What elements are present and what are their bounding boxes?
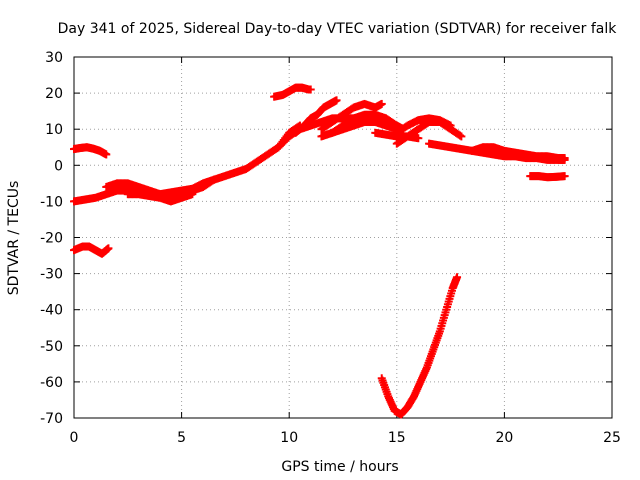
- chart-title: Day 341 of 2025, Sidereal Day-to-day VTE…: [58, 21, 618, 37]
- y-tick-label: 0: [54, 158, 63, 174]
- data-points: [70, 83, 569, 419]
- data-point-marker: [453, 273, 462, 282]
- x-tick-label: 5: [177, 430, 186, 446]
- x-axis-label: GPS time / hours: [281, 459, 398, 475]
- y-tick-label: -50: [40, 339, 63, 355]
- x-tick-labels: 0 5 10 15 20 25: [70, 430, 621, 446]
- data-point-marker: [188, 190, 197, 199]
- y-tick-label: 10: [45, 122, 63, 138]
- y-tick-label: 30: [45, 50, 63, 66]
- y-tick-label: -20: [40, 231, 63, 247]
- data-point-marker: [102, 150, 111, 159]
- y-tick-label: -60: [40, 375, 63, 391]
- data-point-marker: [560, 155, 569, 164]
- tick-marks: [73, 56, 613, 419]
- y-tick-labels: 30 20 10 0 -10 -20 -30 -40 -50 -60 -70: [40, 50, 63, 427]
- y-tick-label: 20: [45, 86, 63, 102]
- x-tick-label: 0: [70, 430, 79, 446]
- y-tick-label: -70: [40, 411, 63, 427]
- data-point-marker: [306, 85, 315, 94]
- y-axis-label: SDTVAR / TECUs: [6, 181, 22, 296]
- data-point-marker: [414, 134, 423, 143]
- data-point-marker: [209, 175, 218, 184]
- data-point-marker: [457, 132, 466, 141]
- x-tick-label: 15: [388, 430, 406, 446]
- x-tick-label: 10: [280, 430, 298, 446]
- data-point-marker: [377, 99, 386, 108]
- data-point-marker: [104, 244, 113, 253]
- y-tick-label: -40: [40, 303, 63, 319]
- y-tick-label: -30: [40, 267, 63, 283]
- x-tick-label: 20: [495, 430, 513, 446]
- data-point-marker: [560, 172, 569, 181]
- x-tick-label: 25: [603, 430, 621, 446]
- grid-lines: [74, 57, 612, 418]
- data-point-marker: [332, 96, 341, 105]
- data-point-marker: [446, 121, 455, 130]
- y-tick-label: -10: [40, 194, 63, 210]
